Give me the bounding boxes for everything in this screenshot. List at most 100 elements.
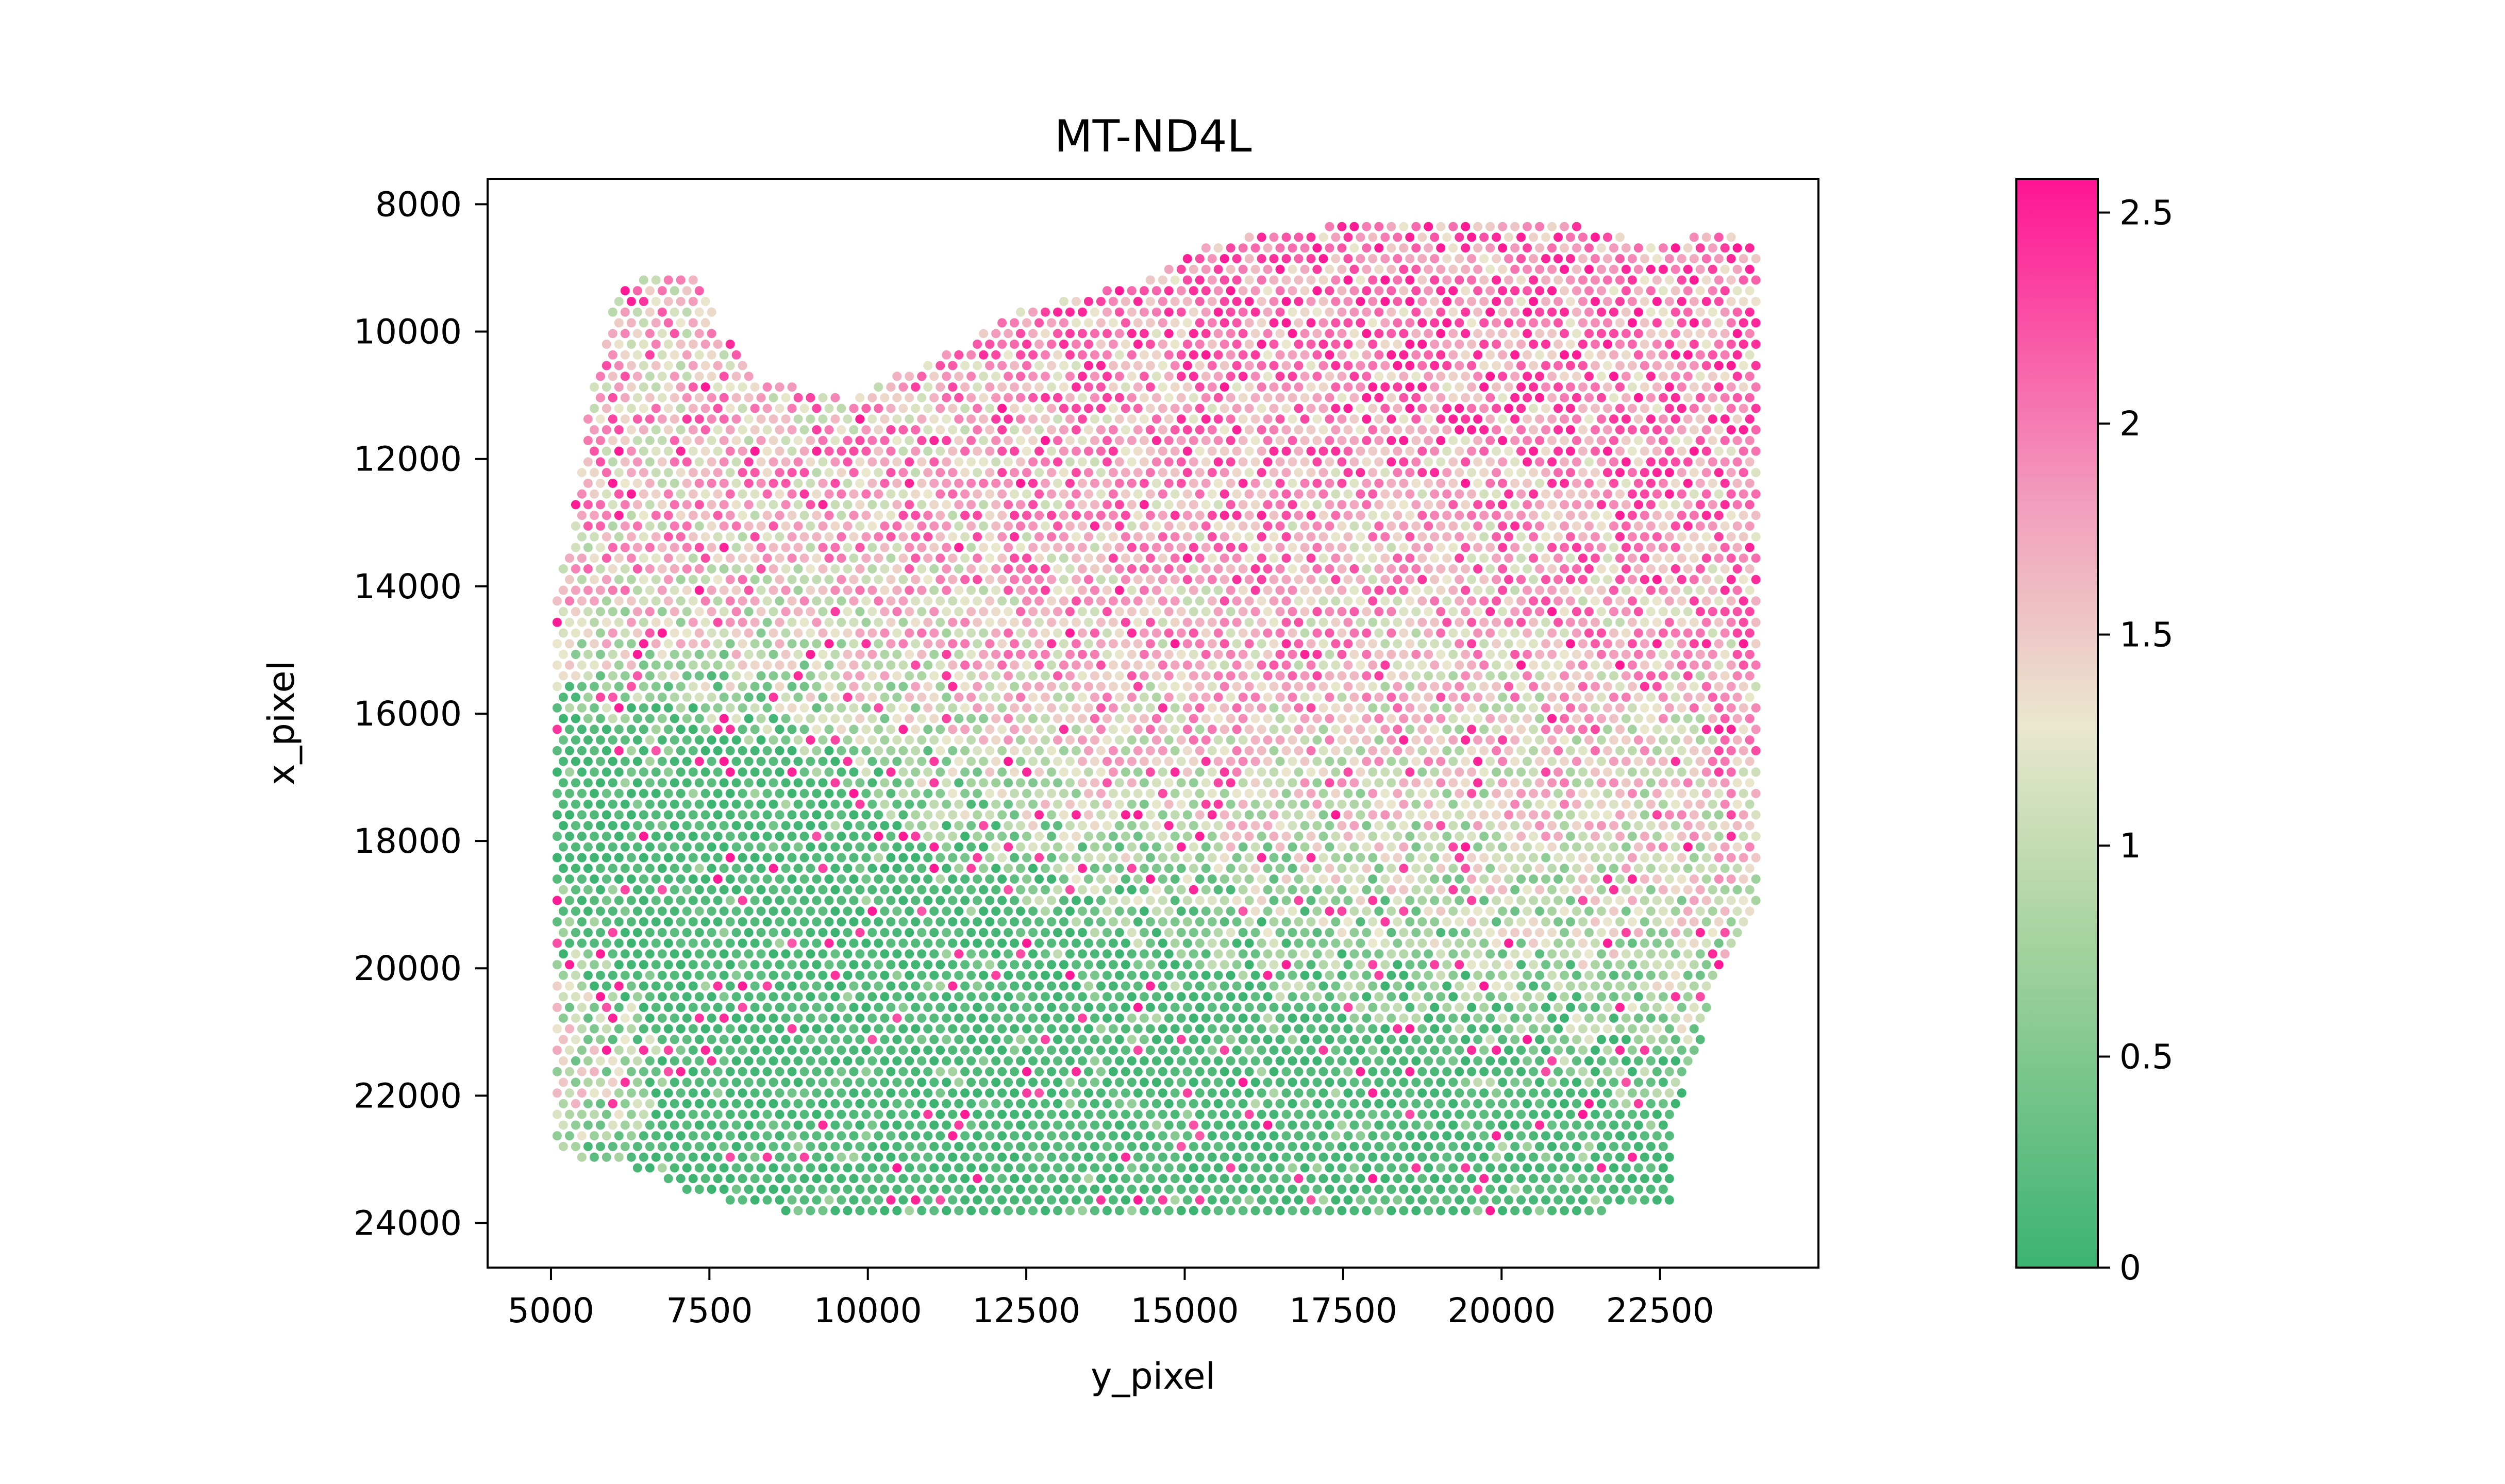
spot <box>1609 350 1618 360</box>
spot <box>1689 403 1699 413</box>
spot-layer <box>552 222 1761 1216</box>
spot <box>1362 372 1372 381</box>
spot <box>1739 596 1748 606</box>
spot <box>1436 264 1446 274</box>
spot <box>1263 778 1273 788</box>
spot <box>626 596 636 606</box>
spot <box>645 714 655 723</box>
spot <box>1473 693 1483 702</box>
spot <box>874 511 883 520</box>
spot <box>725 489 735 499</box>
spot <box>1349 243 1359 253</box>
spot <box>1133 617 1143 627</box>
spot <box>855 714 865 723</box>
spot <box>886 810 896 820</box>
spot <box>1504 639 1514 649</box>
spot <box>1640 682 1649 692</box>
spot <box>1337 735 1347 745</box>
spot <box>1689 297 1699 306</box>
spot <box>583 585 593 595</box>
spot <box>682 543 692 552</box>
spot <box>1096 340 1106 349</box>
spot <box>1263 329 1273 339</box>
spot <box>1424 393 1433 402</box>
spot <box>1306 617 1316 627</box>
spot <box>595 735 605 745</box>
spot <box>1411 414 1421 424</box>
spot <box>892 372 902 381</box>
spot <box>700 511 710 520</box>
spot <box>1633 628 1643 638</box>
spot <box>1745 500 1755 510</box>
spot <box>1010 617 1019 627</box>
spot <box>1602 746 1612 755</box>
spot <box>670 821 679 831</box>
spot <box>1751 318 1761 328</box>
spot <box>1213 607 1223 616</box>
spot <box>966 628 976 638</box>
spot <box>997 575 1007 584</box>
spot <box>1238 329 1248 339</box>
spot <box>657 500 667 510</box>
spot <box>651 703 661 713</box>
spot <box>1164 564 1174 574</box>
spot <box>1510 435 1520 445</box>
spot <box>1720 478 1730 488</box>
spot <box>985 617 995 627</box>
spot <box>1090 650 1099 659</box>
spot <box>756 457 766 467</box>
spot <box>564 810 574 820</box>
spot <box>1343 382 1353 392</box>
spot <box>1436 799 1446 809</box>
spot <box>1751 361 1761 370</box>
spot <box>1096 682 1106 692</box>
spot <box>1053 350 1062 360</box>
spot <box>738 468 747 478</box>
spot <box>1609 264 1618 274</box>
spot <box>1362 778 1372 788</box>
spot <box>1473 243 1483 253</box>
spot <box>713 788 723 798</box>
spot <box>558 735 568 745</box>
spot <box>1195 297 1205 306</box>
spot <box>1615 639 1625 649</box>
spot <box>583 435 593 445</box>
spot <box>1541 746 1550 755</box>
spot <box>1646 543 1656 552</box>
spot <box>1504 468 1514 478</box>
spot <box>1529 532 1538 542</box>
spot <box>595 521 605 531</box>
spot <box>942 607 951 616</box>
spot <box>1387 500 1396 510</box>
spot <box>917 756 927 766</box>
spot <box>571 564 580 574</box>
spot <box>1652 682 1662 692</box>
spot <box>787 767 797 777</box>
spot <box>1448 478 1458 488</box>
spot <box>1189 414 1198 424</box>
spot <box>1442 617 1452 627</box>
spot <box>929 628 939 638</box>
spot <box>1281 596 1291 606</box>
spot <box>1220 724 1229 734</box>
spot <box>979 372 989 381</box>
spot <box>1479 596 1489 606</box>
spot <box>738 639 747 649</box>
spot <box>806 500 815 510</box>
spot <box>564 617 574 627</box>
spot <box>1739 617 1748 627</box>
spot <box>1047 767 1056 777</box>
spot <box>1257 682 1266 692</box>
spot <box>713 340 723 349</box>
spot <box>1349 628 1359 638</box>
spot <box>1516 596 1526 606</box>
spot <box>1683 607 1693 616</box>
spot <box>1640 489 1649 499</box>
spot <box>620 350 630 360</box>
spot <box>1257 446 1266 456</box>
spot <box>688 340 698 349</box>
spot <box>602 660 611 670</box>
spot <box>1368 468 1378 478</box>
spot <box>1368 425 1378 435</box>
spot <box>1602 596 1612 606</box>
